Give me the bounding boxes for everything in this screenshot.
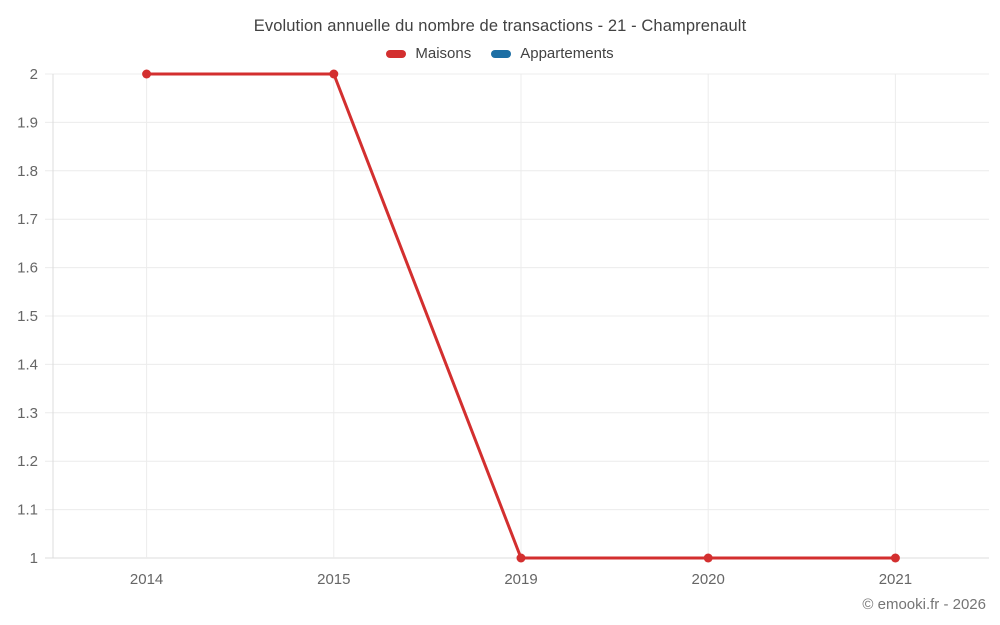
x-axis-label: 2019 (504, 571, 537, 588)
legend-item-maisons[interactable]: Maisons (386, 45, 471, 62)
y-axis-label: 1.6 (17, 260, 38, 277)
data-point-maisons[interactable] (142, 69, 152, 79)
data-point-maisons[interactable] (890, 553, 900, 563)
chart-legend: Maisons Appartements (0, 45, 1000, 62)
legend-label: Appartements (520, 45, 614, 62)
legend-swatch-icon (491, 49, 512, 58)
legend-swatch-icon (386, 49, 407, 58)
y-axis-label: 1.5 (17, 308, 38, 325)
credit-text: © emooki.fr - 2026 (862, 596, 986, 613)
legend-item-appartements[interactable]: Appartements (491, 45, 614, 62)
data-point-maisons[interactable] (516, 553, 526, 563)
y-axis-label: 1.3 (17, 405, 38, 422)
x-axis-label: 2015 (317, 571, 350, 588)
y-axis-label: 1.2 (17, 453, 38, 470)
y-axis-label: 1.4 (17, 356, 38, 373)
x-axis-label: 2020 (692, 571, 725, 588)
x-axis-label: 2014 (130, 571, 163, 588)
y-axis-label: 1.7 (17, 211, 38, 228)
legend-label: Maisons (415, 45, 472, 62)
y-axis-label: 1 (30, 550, 38, 567)
y-axis-label: 1.8 (17, 163, 38, 180)
y-axis-label: 1.9 (17, 114, 38, 131)
y-axis-label: 1.1 (17, 502, 38, 519)
data-point-maisons[interactable] (703, 553, 713, 563)
chart-title: Evolution annuelle du nombre de transact… (253, 17, 747, 35)
x-axis-label: 2021 (879, 571, 912, 588)
y-axis-label: 2 (30, 66, 38, 83)
data-point-maisons[interactable] (329, 69, 339, 79)
